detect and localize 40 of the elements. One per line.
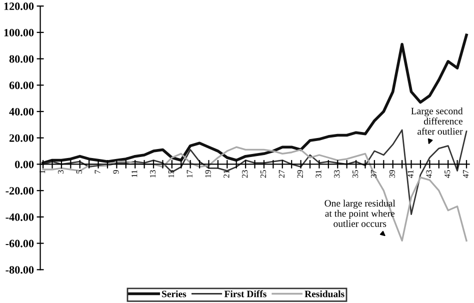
x-tick-label: 41 — [408, 170, 414, 178]
x-tick-label: 31 — [316, 170, 322, 178]
y-tick-label: 20.00 — [10, 134, 34, 142]
x-tick-label: 47 — [463, 170, 468, 178]
annotation: Large second difference after outlier — [411, 107, 463, 135]
x-tick-label: 17 — [186, 170, 192, 178]
legend-label: Series — [162, 290, 186, 298]
y-tick-label: 100.00 — [4, 28, 34, 36]
x-tick-label: 21 — [224, 170, 230, 178]
x-tick-label: 7 — [94, 170, 100, 174]
y-tick-label: 40.00 — [9, 108, 34, 116]
y-tick-label: 60.00 — [9, 82, 34, 90]
x-tick-label: 3 — [58, 170, 64, 174]
y-tick-label: 0.00 — [15, 160, 34, 168]
x-tick-label: 39 — [389, 170, 395, 178]
line-series — [42, 34, 468, 164]
x-tick-label: 5 — [76, 170, 82, 174]
legend-label: Residuals — [304, 290, 344, 298]
y-tick-label: -80.00 — [6, 266, 34, 274]
x-tick-label: 9 — [113, 170, 119, 174]
x-tick-label: 19 — [205, 170, 211, 178]
legend-label: First Diffs — [224, 290, 266, 298]
y-tick-label: -20.00 — [6, 187, 34, 195]
x-tick-label: 35 — [352, 170, 358, 178]
y-tick-label: 80.00 — [9, 55, 34, 63]
x-tick-label: 27 — [278, 170, 284, 178]
annotation: One large residual at the point where outlier occurs — [324, 200, 396, 227]
x-tick-label: 13 — [150, 170, 156, 178]
x-tick-label: 29 — [297, 170, 303, 178]
x-tick-label: 11 — [132, 170, 138, 178]
x-tick-label: 15 — [168, 170, 174, 178]
y-tick-label: -60.00 — [6, 240, 34, 248]
y-tick-label: -40.00 — [6, 213, 34, 221]
y-tick-label: 120.00 — [4, 2, 34, 10]
x-tick-label: 43 — [426, 170, 432, 178]
x-tick-label: 33 — [334, 170, 340, 178]
x-tick-label: 45 — [444, 170, 450, 178]
x-tick-label: 23 — [242, 170, 248, 178]
x-tick-label: 37 — [370, 170, 377, 178]
x-tick-label: 25 — [260, 170, 266, 178]
